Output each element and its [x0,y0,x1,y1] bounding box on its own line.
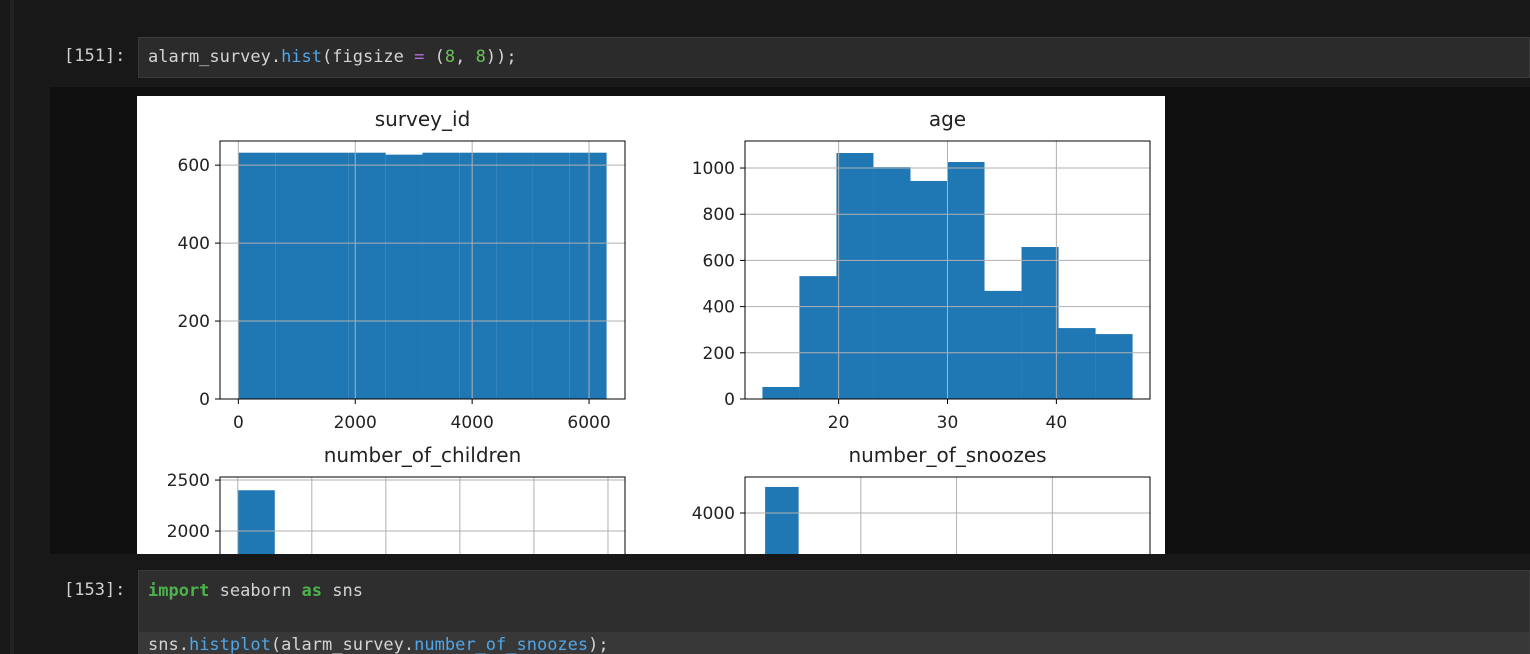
axes-frame [219,140,626,400]
code-token: seaborn [209,581,302,601]
x-tick-label: 30 [937,413,959,433]
code-token: )); [485,47,517,67]
y-tick-label: 800 [703,205,735,225]
y-tick-label: 200 [178,312,210,332]
cell-margin [10,0,14,654]
bar [873,167,911,399]
bar [496,152,533,399]
code-token: (figsize [322,47,415,67]
x-tick-label: 2000 [334,413,377,433]
y-tick-label: 400 [703,298,735,318]
cell-prompt: [151]: [64,46,126,66]
code-token: 8 [444,47,456,67]
code-token: 8 [475,47,486,67]
y-tick-label: 0 [199,390,210,410]
bar [275,152,313,399]
bar [1095,334,1133,399]
bar [765,486,799,554]
y-tick-label: 4000 [692,504,735,524]
code-token: ( [424,47,445,67]
y-tick-label: 600 [703,251,735,271]
bar [762,386,800,399]
bar [422,152,460,399]
x-tick-label: 4000 [451,413,494,433]
bar [1021,247,1059,399]
code-line [139,605,1529,632]
code-token: histplot [188,635,271,654]
code-token: hist [281,47,323,67]
x-tick-label: 6000 [567,413,610,433]
x-tick-label: 40 [1046,413,1068,433]
bar [836,153,874,399]
code-token: alarm_survey. [148,47,282,67]
code-cell[interactable]: import seaborn as sns sns.histplot(alarm_… [138,570,1530,654]
axes-frame [219,476,626,554]
bar [910,180,948,399]
bar [947,162,985,399]
code-token: as [301,581,323,601]
chart-title: number_of_children [324,443,522,467]
axes-frame [744,140,1151,400]
cell-prompt: [153]: [64,580,126,600]
code-line: alarm_survey.hist(figsize = (8, 8)); [139,44,1529,71]
code-line: sns.histplot(alarm_survey.number_of_snoo… [139,632,1529,654]
bar [348,152,386,399]
chart-title: survey_id [375,107,471,131]
bar [532,152,570,399]
y-tick-label: 2000 [167,522,210,542]
bar [1058,328,1096,399]
code-token: (alarm_survey. [270,635,415,654]
bar [569,152,607,399]
x-tick-label: 0 [233,413,244,433]
y-tick-label: 1000 [692,159,735,179]
y-tick-label: 600 [178,156,210,176]
code-token: ); [588,635,609,654]
bar [984,290,1022,399]
axes-frame [744,476,1151,554]
output-area: 0 2000 4000 6000 0 200 400 600 survey_id 20 30 40 0 2… [50,87,1530,554]
bar [237,490,275,554]
code-token: , [455,47,476,67]
chart-title: age [929,107,966,131]
bar [238,152,276,399]
bar [385,154,423,399]
code-token: sns [322,581,363,601]
bar [312,152,349,399]
y-tick-label: 0 [724,390,735,410]
y-tick-label: 400 [178,234,210,254]
code-token: number_of_snoozes [414,635,589,654]
code-token: import [148,581,210,601]
x-tick-label: 20 [828,413,850,433]
code-cell[interactable]: alarm_survey.hist(figsize = (8, 8)); [138,37,1530,78]
chart-title: number_of_snoozes [848,443,1046,467]
y-tick-label: 200 [703,344,735,364]
code-token: = [414,47,425,67]
figure: 0 2000 4000 6000 0 200 400 600 survey_id 20 30 40 0 2… [137,96,1165,554]
y-tick-label: 2500 [167,471,210,491]
code-token: sns. [148,635,189,654]
code-line: import seaborn as sns [139,578,1529,605]
bar [459,152,497,399]
bar [799,276,837,399]
